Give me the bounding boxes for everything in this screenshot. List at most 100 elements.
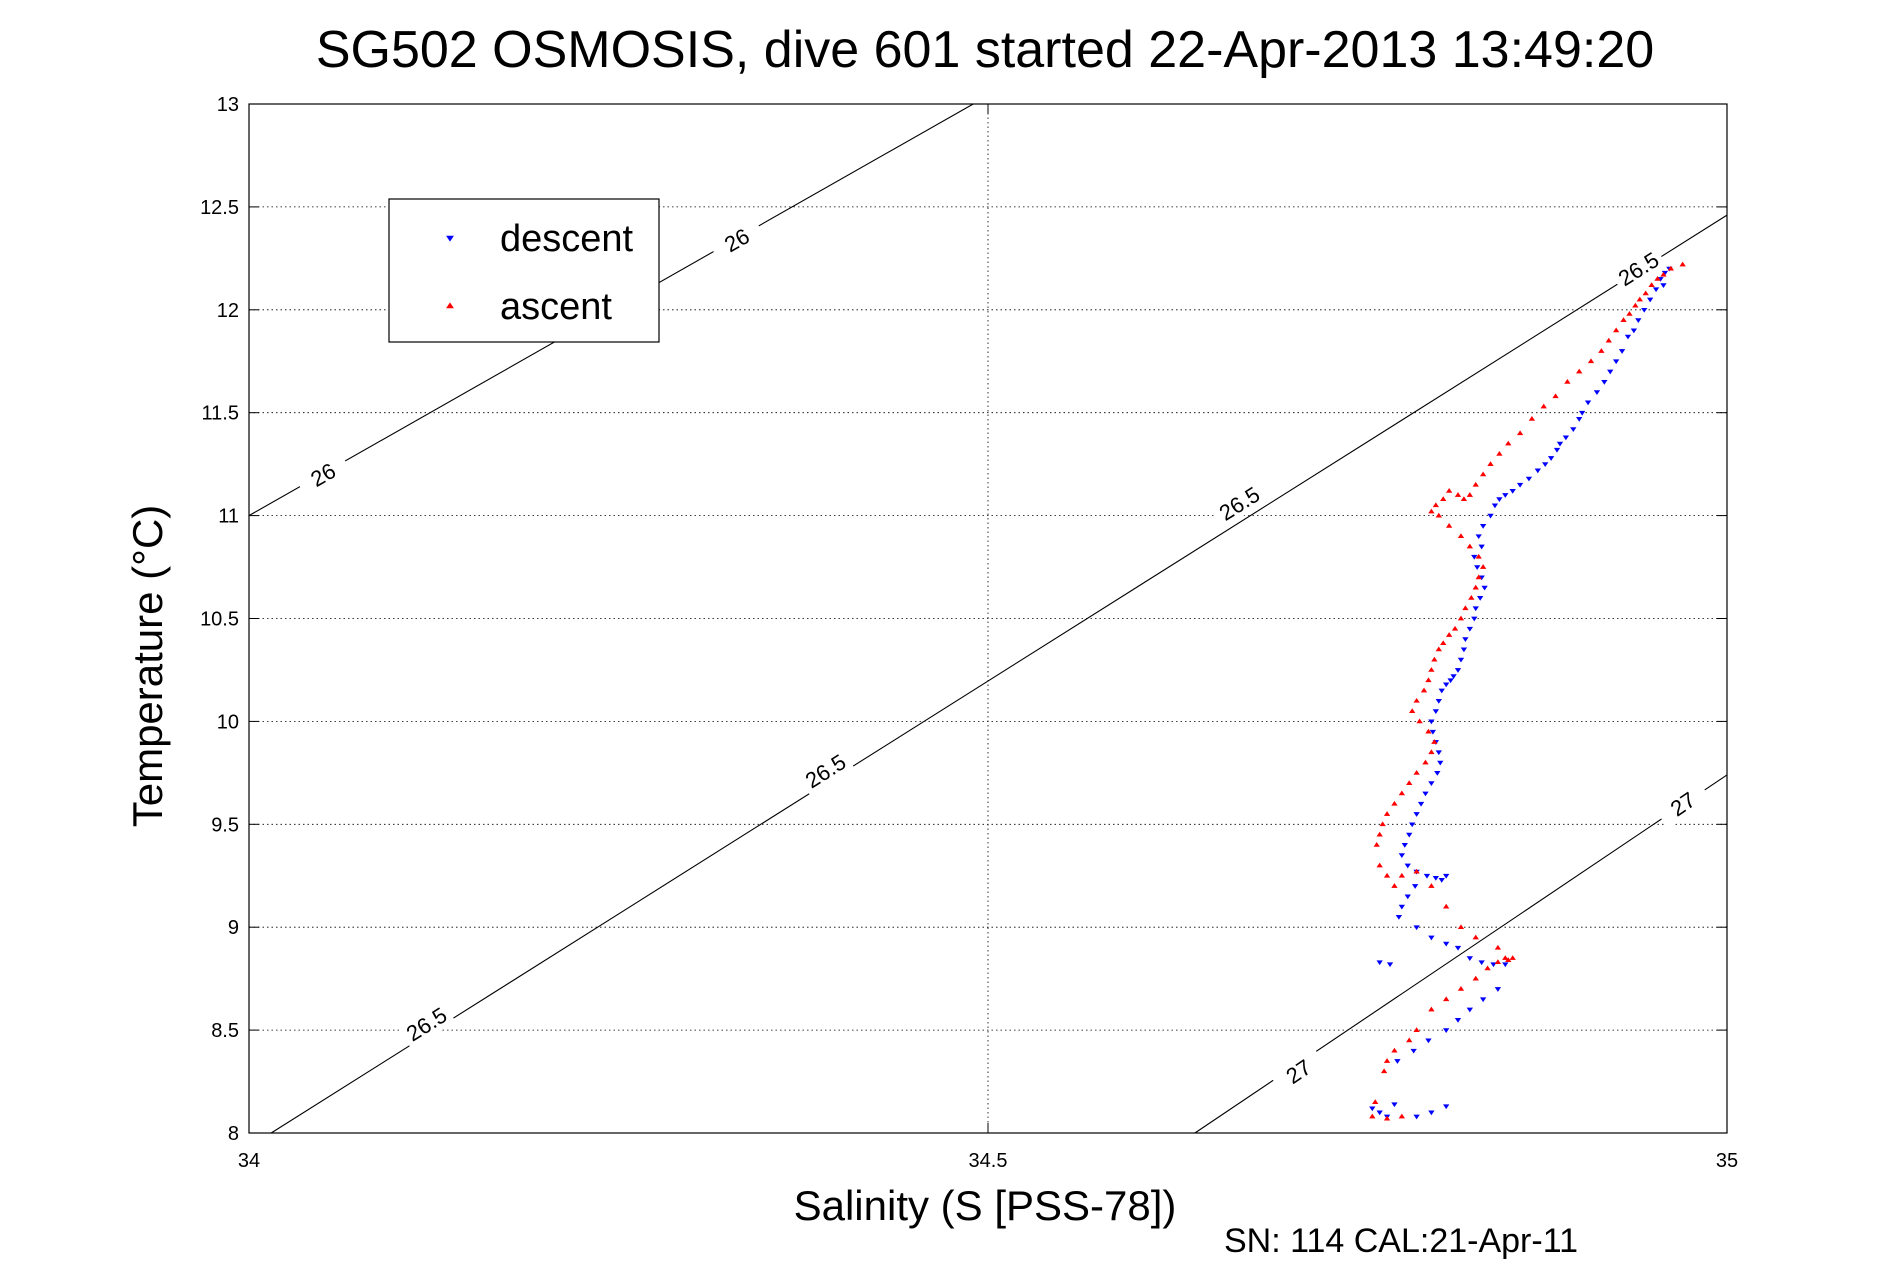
descent-point xyxy=(1478,960,1485,966)
descent-point xyxy=(1547,456,1555,461)
x-axis-label: Salinity (S [PSS-78]) xyxy=(794,1182,1177,1229)
ascent-point xyxy=(1435,646,1442,652)
legend-marker-ascent xyxy=(446,302,454,309)
descent-point xyxy=(1443,682,1450,688)
y-tick-label: 12 xyxy=(217,300,239,322)
ascent-point xyxy=(1654,276,1661,281)
descent-point xyxy=(1466,626,1473,632)
descent-point xyxy=(1443,873,1450,879)
ascent-point xyxy=(1425,728,1432,734)
descent-point xyxy=(1479,524,1487,529)
ascent-point xyxy=(1443,996,1450,1002)
isopycnal-label-bg xyxy=(293,450,352,499)
descent-point xyxy=(1494,987,1502,992)
descent-point xyxy=(1553,447,1561,453)
descent-point xyxy=(1438,878,1445,883)
descent-point xyxy=(1429,729,1437,735)
descent-point xyxy=(1369,1106,1376,1112)
ascent-point xyxy=(1383,1058,1391,1063)
descent-point xyxy=(1398,904,1406,910)
y-tick-label: 11 xyxy=(218,506,239,528)
descent-point xyxy=(1447,678,1454,684)
ascent-point xyxy=(1472,934,1479,940)
descent-point xyxy=(1466,956,1473,961)
isopycnal-label-bg xyxy=(1609,243,1668,294)
ascent-point xyxy=(1391,800,1398,806)
descent-point xyxy=(1432,875,1439,881)
descent-point xyxy=(1475,534,1482,540)
calibration-footer: SN: 114 CAL:21-Apr-11 xyxy=(1224,1222,1578,1260)
ascent-point xyxy=(1428,508,1435,514)
descent-point xyxy=(1578,410,1586,416)
descent-point xyxy=(1437,760,1444,766)
descent-point xyxy=(1652,287,1660,293)
descent-point xyxy=(1417,801,1425,807)
descent-point xyxy=(1457,657,1465,663)
ascent-point xyxy=(1648,282,1655,287)
descent-point xyxy=(1428,781,1435,787)
descent-point xyxy=(1534,468,1541,474)
y-tick-label: 12.5 xyxy=(200,197,239,219)
ascent-point xyxy=(1413,1027,1420,1032)
descent-point xyxy=(1428,935,1435,941)
ascent-point xyxy=(1466,543,1473,549)
descent-point xyxy=(1635,318,1642,323)
ascent-point xyxy=(1460,496,1468,501)
ascent-point xyxy=(1420,687,1428,693)
ascent-point xyxy=(1431,656,1438,662)
ascent-point xyxy=(1376,862,1383,868)
descent-point xyxy=(1443,941,1450,947)
isopycnal-label-bg xyxy=(1653,778,1712,830)
ascent-point xyxy=(1587,358,1595,364)
ascent-point xyxy=(1505,957,1512,962)
ascent-point xyxy=(1440,640,1447,646)
ascent-point xyxy=(1660,271,1667,277)
ascent-point xyxy=(1428,883,1435,888)
descent-point xyxy=(1542,462,1549,468)
descent-point xyxy=(1454,1017,1462,1023)
descent-point xyxy=(1618,349,1626,354)
descent-point xyxy=(1432,709,1439,714)
descent-point xyxy=(1477,596,1484,601)
ascent-point xyxy=(1642,290,1649,296)
isopycnal-line xyxy=(270,214,1728,1134)
ascent-point xyxy=(1383,1115,1391,1121)
ascent-point xyxy=(1440,496,1447,501)
descent-point xyxy=(1584,400,1592,406)
descent-point xyxy=(1496,497,1503,503)
descent-point xyxy=(1462,637,1469,642)
ascent-point xyxy=(1425,677,1432,683)
y-tick-label: 13 xyxy=(217,94,239,116)
descent-point xyxy=(1481,585,1488,591)
descent-point xyxy=(1487,513,1494,519)
ascent-point xyxy=(1432,502,1439,508)
descent-point xyxy=(1413,1114,1420,1120)
descent-point xyxy=(1413,812,1420,817)
descent-point xyxy=(1660,283,1667,288)
descent-point xyxy=(1570,427,1577,433)
ascent-point xyxy=(1528,415,1536,421)
descent-point xyxy=(1435,698,1442,704)
ascent-point xyxy=(1632,302,1639,308)
descent-point xyxy=(1413,925,1420,931)
descent-point xyxy=(1576,417,1583,422)
isopycnal-label-bg xyxy=(707,215,766,264)
ascent-point xyxy=(1445,488,1453,493)
y-tick-label: 9.5 xyxy=(211,814,239,836)
ascent-point xyxy=(1428,1006,1435,1012)
ascent-point xyxy=(1466,492,1473,497)
ascent-point xyxy=(1516,430,1524,436)
ascent-point xyxy=(1494,959,1502,965)
ascent-point xyxy=(1472,584,1479,590)
descent-point xyxy=(1394,1059,1401,1064)
ascent-point xyxy=(1428,749,1435,755)
descent-point xyxy=(1630,328,1638,334)
ascent-point xyxy=(1598,348,1605,353)
descent-point xyxy=(1624,334,1632,340)
descent-point xyxy=(1450,674,1457,680)
ascent-point xyxy=(1376,831,1383,837)
ascent-point xyxy=(1605,337,1612,343)
x-tick-label: 34.5 xyxy=(969,1150,1008,1172)
ascent-point xyxy=(1413,868,1420,874)
